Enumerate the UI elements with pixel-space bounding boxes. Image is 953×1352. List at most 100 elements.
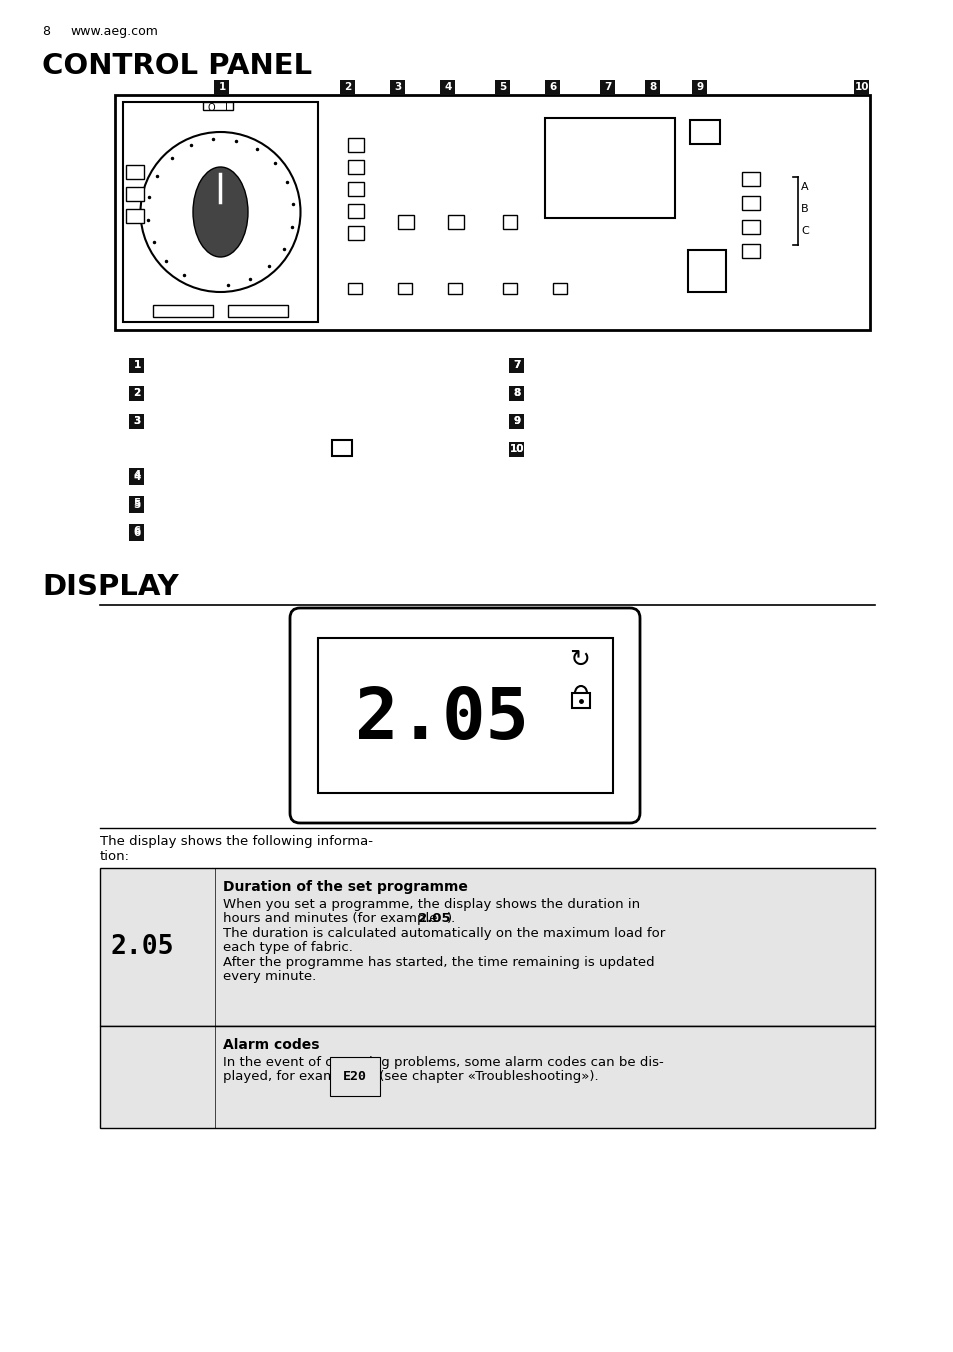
Bar bbox=[130, 414, 144, 429]
Text: DELAY START button: DELAY START button bbox=[533, 415, 674, 429]
Bar bbox=[553, 283, 566, 293]
Text: Indicator pilot lights:: Indicator pilot lights: bbox=[533, 443, 676, 457]
Text: EXTRA RINSE button: EXTRA RINSE button bbox=[152, 499, 294, 512]
Bar bbox=[340, 80, 355, 95]
Text: 10: 10 bbox=[509, 445, 524, 454]
Bar bbox=[214, 80, 230, 95]
Text: TIME SAVE button: TIME SAVE button bbox=[152, 525, 275, 539]
Circle shape bbox=[140, 132, 300, 292]
Ellipse shape bbox=[193, 168, 248, 257]
Text: 8: 8 bbox=[513, 388, 520, 399]
Text: 4: 4 bbox=[444, 82, 451, 92]
Text: START/PAUSE button: START/PAUSE button bbox=[533, 387, 675, 402]
Bar bbox=[509, 387, 524, 402]
Bar bbox=[348, 283, 361, 293]
Bar bbox=[440, 80, 455, 95]
Bar bbox=[130, 468, 144, 483]
Text: Display: Display bbox=[533, 360, 584, 373]
Text: 9: 9 bbox=[696, 82, 702, 92]
Bar bbox=[509, 442, 524, 457]
Bar bbox=[330, 437, 350, 453]
Bar bbox=[152, 306, 213, 316]
Bar bbox=[448, 215, 463, 228]
Text: 10: 10 bbox=[854, 82, 868, 92]
Text: When you set a programme, the display shows the duration in: When you set a programme, the display sh… bbox=[223, 898, 639, 911]
Bar bbox=[509, 442, 524, 457]
Bar bbox=[130, 526, 144, 541]
Text: 3: 3 bbox=[133, 416, 140, 426]
Text: E20: E20 bbox=[343, 1069, 367, 1083]
Text: •  A – Washing phase: • A – Washing phase bbox=[540, 464, 687, 479]
Bar bbox=[572, 694, 589, 708]
Bar bbox=[130, 387, 144, 402]
Text: 4: 4 bbox=[133, 470, 140, 480]
Text: 6: 6 bbox=[549, 82, 556, 92]
Text: 7: 7 bbox=[513, 361, 520, 370]
Bar bbox=[645, 80, 659, 95]
Text: START/PAUSE button: START/PAUSE button bbox=[533, 387, 675, 402]
Bar bbox=[130, 525, 144, 539]
Bar bbox=[348, 160, 364, 174]
Text: SPIN button: SPIN button bbox=[152, 415, 233, 429]
Text: In the event of operating problems, some alarm codes can be dis-: In the event of operating problems, some… bbox=[223, 1056, 663, 1069]
Text: 6: 6 bbox=[133, 526, 140, 537]
Bar bbox=[448, 283, 461, 293]
Text: 7: 7 bbox=[513, 361, 520, 370]
Text: CONTROL PANEL: CONTROL PANEL bbox=[42, 51, 312, 80]
Bar bbox=[130, 498, 144, 512]
Bar bbox=[317, 638, 613, 794]
Text: 2.05: 2.05 bbox=[417, 913, 450, 925]
Bar bbox=[741, 220, 760, 234]
Text: Rinse hold position: Rinse hold position bbox=[160, 439, 287, 452]
Text: TIME SAVE button: TIME SAVE button bbox=[152, 527, 276, 541]
Text: DELAY START button: DELAY START button bbox=[533, 415, 674, 429]
Text: 5: 5 bbox=[133, 499, 140, 508]
Text: 9: 9 bbox=[513, 416, 520, 426]
Bar bbox=[100, 868, 874, 1026]
Text: 2.05: 2.05 bbox=[355, 685, 529, 754]
Bar bbox=[115, 95, 869, 330]
Text: every minute.: every minute. bbox=[223, 969, 315, 983]
Text: O: O bbox=[207, 103, 214, 114]
Text: 5: 5 bbox=[498, 82, 506, 92]
Text: 10: 10 bbox=[509, 445, 524, 454]
Text: EXTRA RINSE button: EXTRA RINSE button bbox=[152, 498, 293, 511]
Text: 3: 3 bbox=[394, 82, 401, 92]
Bar bbox=[130, 470, 144, 485]
Text: TEMPERATURE button: TEMPERATURE button bbox=[152, 387, 303, 402]
Bar bbox=[130, 496, 144, 511]
Text: TEMPERATURE button: TEMPERATURE button bbox=[152, 387, 304, 402]
Text: The display shows the following informa-: The display shows the following informa- bbox=[100, 836, 373, 848]
Bar bbox=[348, 226, 364, 241]
Text: tion:: tion: bbox=[100, 850, 130, 863]
Text: STAIN button: STAIN button bbox=[152, 470, 243, 485]
Text: ).: ). bbox=[447, 913, 456, 925]
Bar bbox=[397, 215, 414, 228]
Bar bbox=[509, 387, 524, 402]
Text: B: B bbox=[801, 204, 808, 214]
Bar bbox=[741, 172, 760, 187]
Text: 8: 8 bbox=[42, 24, 50, 38]
Bar bbox=[130, 358, 144, 373]
Text: •: • bbox=[151, 443, 158, 456]
Bar bbox=[332, 439, 352, 456]
Text: •  B – Door locked: • B – Door locked bbox=[542, 495, 667, 508]
Text: Display: Display bbox=[533, 360, 584, 373]
Text: 8: 8 bbox=[649, 82, 656, 92]
Text: 2: 2 bbox=[344, 82, 352, 92]
Text: 2.05: 2.05 bbox=[110, 934, 173, 960]
Text: STAIN button: STAIN button bbox=[152, 469, 242, 483]
Bar bbox=[599, 80, 615, 95]
Text: Duration of the set programme: Duration of the set programme bbox=[223, 880, 467, 894]
Text: www.aeg.com: www.aeg.com bbox=[70, 24, 157, 38]
Bar bbox=[100, 1026, 874, 1128]
Bar bbox=[348, 183, 364, 196]
Bar bbox=[687, 250, 725, 292]
Text: The duration is calculated automatically on the maximum load for: The duration is calculated automatically… bbox=[223, 927, 664, 940]
Bar bbox=[509, 414, 524, 429]
Bar bbox=[130, 358, 144, 373]
Text: 8: 8 bbox=[513, 388, 520, 399]
Text: 1: 1 bbox=[218, 82, 226, 92]
Text: C: C bbox=[801, 226, 808, 237]
FancyBboxPatch shape bbox=[290, 608, 639, 823]
